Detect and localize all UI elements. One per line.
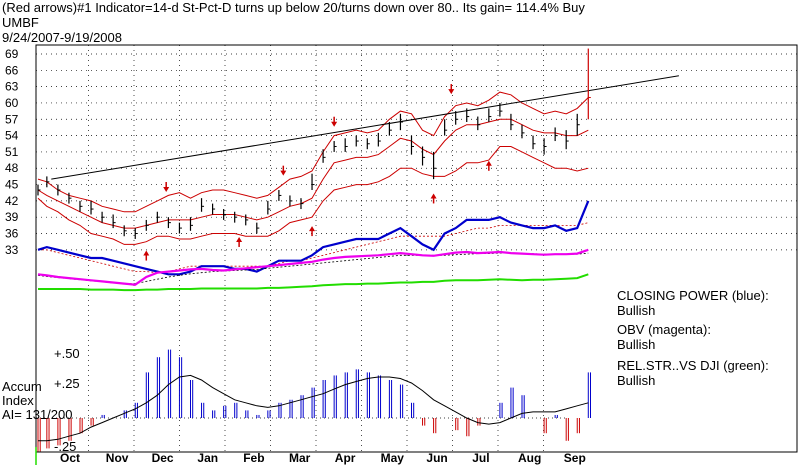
sell-arrow-3 <box>280 170 287 176</box>
accum-label-line2: Index <box>2 393 34 408</box>
closing-power-line <box>37 200 590 276</box>
accum-minus25-label: -.25 <box>54 439 77 454</box>
accum-ma-line <box>38 374 589 442</box>
x-tick-label-sep: Sep <box>564 451 586 465</box>
x-tick-label-dec: Dec <box>152 451 174 465</box>
x-tick-label-feb: Feb <box>243 451 264 465</box>
ticker-symbol: UMBF <box>2 15 39 30</box>
y-tick-label-63: 63 <box>5 80 19 94</box>
plot-frame <box>35 44 798 453</box>
trend-line <box>51 75 679 180</box>
x-tick-label-mar: Mar <box>289 451 311 465</box>
closing-power-ma-line <box>38 222 589 274</box>
lower-band-line <box>37 146 589 245</box>
obv-status: Bullish <box>617 337 656 352</box>
x-tick-label-aug: Aug <box>518 451 541 465</box>
x-tick-label-may: May <box>381 451 405 465</box>
buy-arrow-6 <box>430 193 437 199</box>
buy-arrow-1 <box>143 250 150 256</box>
y-tick-label-51: 51 <box>5 145 19 159</box>
obv-line <box>37 248 589 286</box>
sell-arrow-5 <box>331 121 338 127</box>
upper-band-line <box>37 91 589 213</box>
closing-power-status: Bullish <box>617 303 656 318</box>
x-tick-label-jan: Jan <box>197 451 218 465</box>
sell-arrow-0 <box>163 187 170 192</box>
buy-arrow-4 <box>309 226 316 232</box>
y-tick-label-33: 33 <box>5 243 19 257</box>
accum-label-line3: AI= 131/200 <box>2 407 73 422</box>
x-tick-label-oct: Oct <box>60 451 80 465</box>
y-tick-label-66: 66 <box>5 63 19 77</box>
rel-str-line <box>38 273 589 292</box>
y-tick-label-45: 45 <box>5 178 19 192</box>
middle-band-line <box>37 118 589 229</box>
y-tick-label-57: 57 <box>5 112 19 126</box>
accum-plus50-label: +.50 <box>54 346 80 361</box>
y-tick-label-60: 60 <box>5 96 19 110</box>
y-tick-label-54: 54 <box>5 129 19 143</box>
rel-str-label: REL.STR..VS DJI (green): <box>617 358 769 373</box>
chart-title: (Red arrows)#1 Indicator=14-d St-Pct-D t… <box>2 0 585 15</box>
y-tick-label-42: 42 <box>5 194 19 208</box>
date-range: 9/24/2007-9/19/2008 <box>2 30 122 45</box>
x-tick-label-nov: Nov <box>106 451 129 465</box>
accum-label-line1: Accum <box>2 379 42 394</box>
buy-arrow-8 <box>485 160 492 166</box>
y-tick-label-69: 69 <box>5 47 19 61</box>
y-tick-label-39: 39 <box>5 210 19 224</box>
accum-plus25-label: +.25 <box>54 376 80 391</box>
buy-arrow-2 <box>236 236 243 242</box>
x-tick-label-jul: Jul <box>472 451 489 465</box>
x-tick-label-jun: Jun <box>426 451 447 465</box>
y-tick-label-48: 48 <box>5 161 19 175</box>
x-tick-label-apr: Apr <box>335 451 356 465</box>
closing-power-label: CLOSING POWER (blue): <box>617 288 769 303</box>
y-tick-label-36: 36 <box>5 227 19 241</box>
sell-arrow-7 <box>448 89 455 95</box>
rel-str-status: Bullish <box>617 373 656 388</box>
obv-label: OBV (magenta): <box>617 322 711 337</box>
